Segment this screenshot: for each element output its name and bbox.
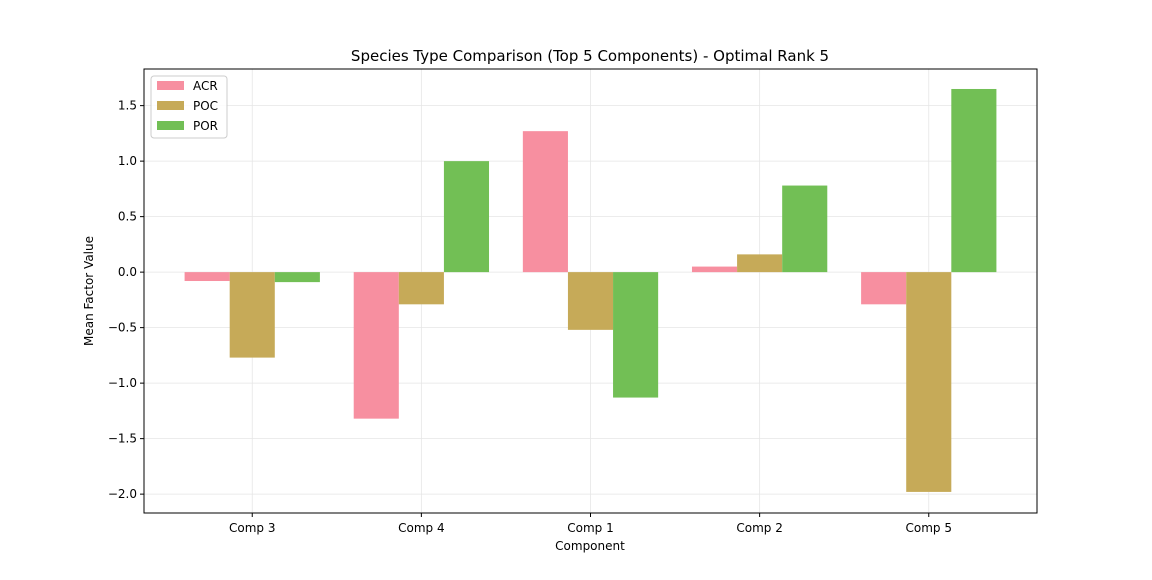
bar-acr — [184, 272, 230, 282]
x-tick-label: Comp 1 — [567, 521, 613, 535]
y-tick-label: −1.5 — [108, 432, 137, 446]
x-tick-label: Comp 2 — [736, 521, 782, 535]
y-tick-label: −0.5 — [108, 321, 137, 335]
x-tick-label: Comp 3 — [229, 521, 275, 535]
x-tick-label: Comp 5 — [906, 521, 952, 535]
bar-acr — [691, 266, 738, 273]
bars — [184, 88, 997, 492]
bar-poc — [398, 272, 444, 305]
y-tick-label: −2.0 — [108, 487, 137, 501]
legend-label: ACR — [193, 79, 218, 93]
y-ticks: −2.0 −1.5 −1.0 −0.5 0.0 0.5 1.0 1.5 — [108, 99, 144, 501]
bar-poc — [906, 272, 952, 492]
y-tick-label: −1.0 — [108, 376, 137, 390]
y-tick-label: 1.0 — [118, 154, 137, 168]
bar-poc — [737, 254, 783, 273]
legend-label: POC — [193, 99, 218, 113]
legend-swatch-acr — [157, 81, 184, 90]
y-tick-label: 0.0 — [118, 265, 137, 279]
x-tick-label: Comp 4 — [398, 521, 444, 535]
bar-poc — [567, 272, 614, 330]
bar-acr — [353, 272, 399, 419]
bar-por — [443, 161, 490, 273]
x-ticks: Comp 3 Comp 4 Comp 1 Comp 2 Comp 5 — [229, 513, 952, 535]
bar-por — [951, 88, 997, 273]
legend-swatch-poc — [157, 101, 184, 110]
legend-label: POR — [193, 119, 218, 133]
bar-acr — [861, 272, 907, 305]
bar-por — [782, 185, 828, 273]
y-axis-label: Mean Factor Value — [82, 236, 96, 346]
bar-por — [274, 272, 320, 283]
y-tick-label: 1.5 — [118, 99, 137, 113]
x-axis-label: Component — [555, 539, 625, 553]
legend: ACR POC POR — [150, 75, 228, 139]
bar-poc — [229, 272, 275, 358]
y-tick-label: 0.5 — [118, 210, 137, 224]
bar-acr — [522, 131, 568, 273]
chart-title: Species Type Comparison (Top 5 Component… — [351, 47, 829, 65]
legend-swatch-por — [157, 121, 184, 130]
bar-por — [613, 272, 659, 398]
